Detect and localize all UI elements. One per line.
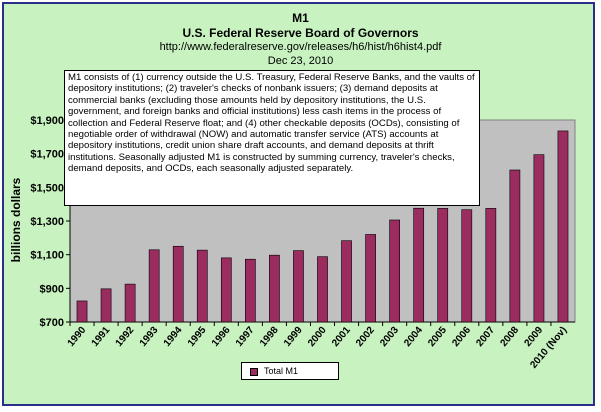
x-tick-label: 2003: [378, 325, 401, 349]
m1-definition-note: M1 consists of (1) currency outside the …: [64, 70, 480, 206]
bar-1997: [245, 258, 256, 323]
x-tick-label: 2004: [402, 325, 425, 349]
bar-2009: [533, 154, 545, 323]
bar-2004: [413, 207, 425, 323]
y-tick-label: $1,300: [30, 216, 64, 228]
bar-1995: [196, 249, 208, 323]
bar-1998: [269, 254, 280, 323]
source-url: http://www.federalreserve.gov/releases/h…: [159, 41, 442, 53]
legend-swatch: [250, 368, 258, 376]
x-tick-label: 2007: [474, 325, 497, 349]
x-tick-label: 1992: [114, 325, 137, 349]
bar-2000: [317, 256, 328, 323]
x-tick-label: 2009: [522, 325, 545, 349]
bar-2003: [389, 219, 400, 323]
bar-1994: [172, 245, 184, 323]
chart-subtitle: U.S. Federal Reserve Board of Governors: [182, 26, 419, 40]
y-axis-label: billions dollars: [9, 177, 23, 263]
x-tick-label: 2000: [306, 325, 329, 349]
chart-date: Dec 23, 2010: [267, 55, 334, 67]
bar-2008: [509, 169, 521, 323]
x-tick-label: 2002: [354, 325, 377, 349]
x-tick-label: 1990: [66, 325, 89, 349]
bar-1999: [293, 250, 304, 323]
x-tick-label: 2001: [330, 325, 353, 349]
bar-2005: [437, 208, 449, 323]
y-tick-label: $1,500: [30, 182, 64, 194]
x-tick-label: 1993: [138, 325, 161, 349]
bar-1992: [124, 283, 136, 323]
bar-1993: [148, 249, 160, 323]
x-tick-label: 1991: [90, 325, 113, 349]
x-tick-label: 1996: [210, 325, 233, 349]
x-tick-label: 1997: [234, 325, 257, 349]
x-tick-label: 1998: [258, 325, 281, 349]
y-tick-label: $1,700: [30, 149, 64, 161]
x-tick-label: 1995: [186, 325, 209, 349]
x-tick-label: 2008: [498, 325, 521, 349]
bar-2006: [461, 209, 473, 323]
chart-title: M1: [292, 11, 309, 25]
bar-2010-Nov: [557, 130, 569, 323]
legend-label: Total M1: [264, 366, 299, 376]
x-tick-label: 1999: [282, 325, 305, 349]
y-tick-label: $1,100: [30, 250, 64, 262]
bar-1990: [76, 300, 88, 323]
bar-1996: [220, 257, 232, 323]
x-tick-label: 2006: [450, 325, 473, 349]
x-tick-label: 1994: [162, 325, 185, 349]
y-tick-label: $900: [40, 283, 64, 295]
bar-2002: [365, 234, 376, 323]
legend: Total M1: [241, 362, 339, 380]
x-tick-label: 2005: [426, 325, 449, 349]
bar-2001: [341, 240, 352, 323]
y-tick-label: $700: [40, 317, 64, 329]
bar-2007: [485, 208, 497, 323]
bar-1991: [100, 288, 112, 323]
y-tick-label: $1,900: [30, 115, 64, 127]
